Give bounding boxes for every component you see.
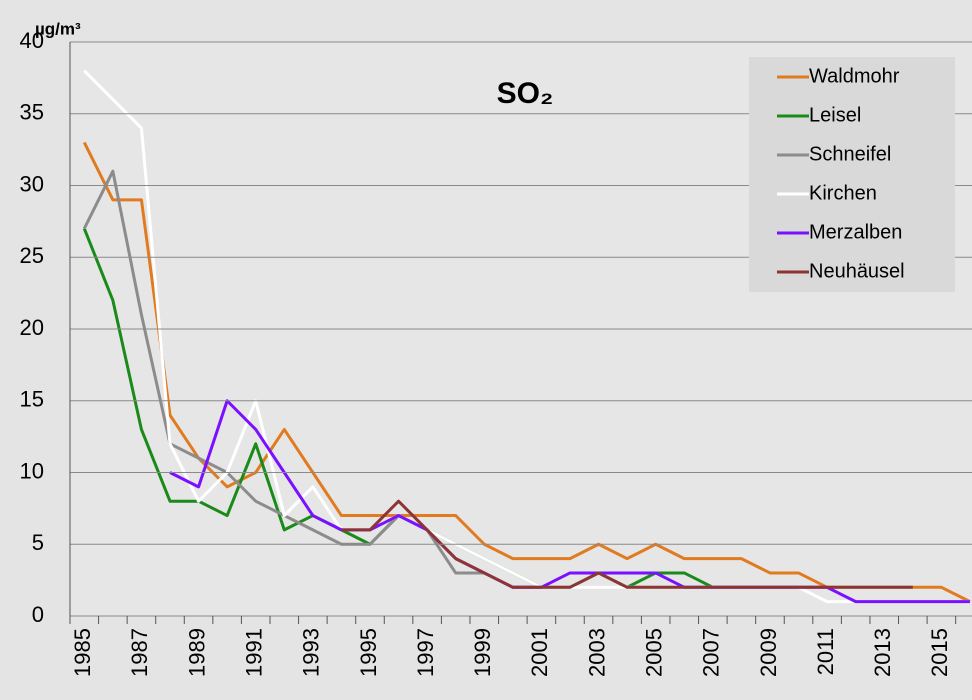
x-tick-label: 2011: [813, 628, 838, 675]
y-tick-label: 0: [32, 602, 44, 627]
x-tick-label: 2013: [870, 628, 895, 677]
series-line: [82, 141, 971, 603]
y-tick-label: 35: [20, 100, 44, 125]
x-tick-label: 1985: [70, 628, 95, 677]
x-tick-label: 2005: [641, 628, 666, 677]
y-tick-label: 30: [20, 171, 44, 196]
x-tick-label: 1989: [184, 628, 209, 677]
x-tick-label: 2009: [756, 628, 781, 677]
y-tick-label: 25: [20, 243, 44, 268]
legend-label: Leisel: [809, 104, 861, 126]
legend-label: Schneifel: [809, 143, 891, 165]
y-tick-label: 20: [20, 315, 44, 340]
legend-label: Merzalben: [809, 221, 902, 243]
x-tick-label: 1995: [356, 628, 381, 677]
legend-label: Waldmohr: [809, 65, 900, 87]
x-tick-label: 2007: [699, 628, 724, 677]
series-line: [341, 499, 913, 589]
x-tick-label: 1999: [470, 628, 495, 677]
y-tick-label: 15: [20, 387, 44, 412]
x-tick-label: 1993: [299, 628, 324, 677]
y-tick-label: 10: [20, 458, 44, 483]
y-tick-label: 40: [20, 28, 44, 53]
x-tick-label: 2015: [927, 628, 952, 677]
lines: [82, 69, 971, 604]
y-tick-label: 5: [32, 530, 44, 555]
series-line: [169, 399, 970, 604]
x-tick-label: 1997: [413, 628, 438, 677]
y-axis-label: µg/m³: [35, 19, 81, 38]
legend-box: [749, 57, 955, 292]
x-tick-label: 1987: [127, 628, 152, 677]
series-line: [83, 69, 970, 604]
x-tick-label: 2001: [527, 628, 552, 677]
x-tick-label: 1991: [242, 628, 267, 677]
legend-label: Kirchen: [809, 182, 877, 204]
chart-title: SO₂: [497, 77, 554, 110]
x-tick-label: 2003: [584, 628, 609, 677]
legend-label: Neuhäusel: [809, 260, 905, 282]
